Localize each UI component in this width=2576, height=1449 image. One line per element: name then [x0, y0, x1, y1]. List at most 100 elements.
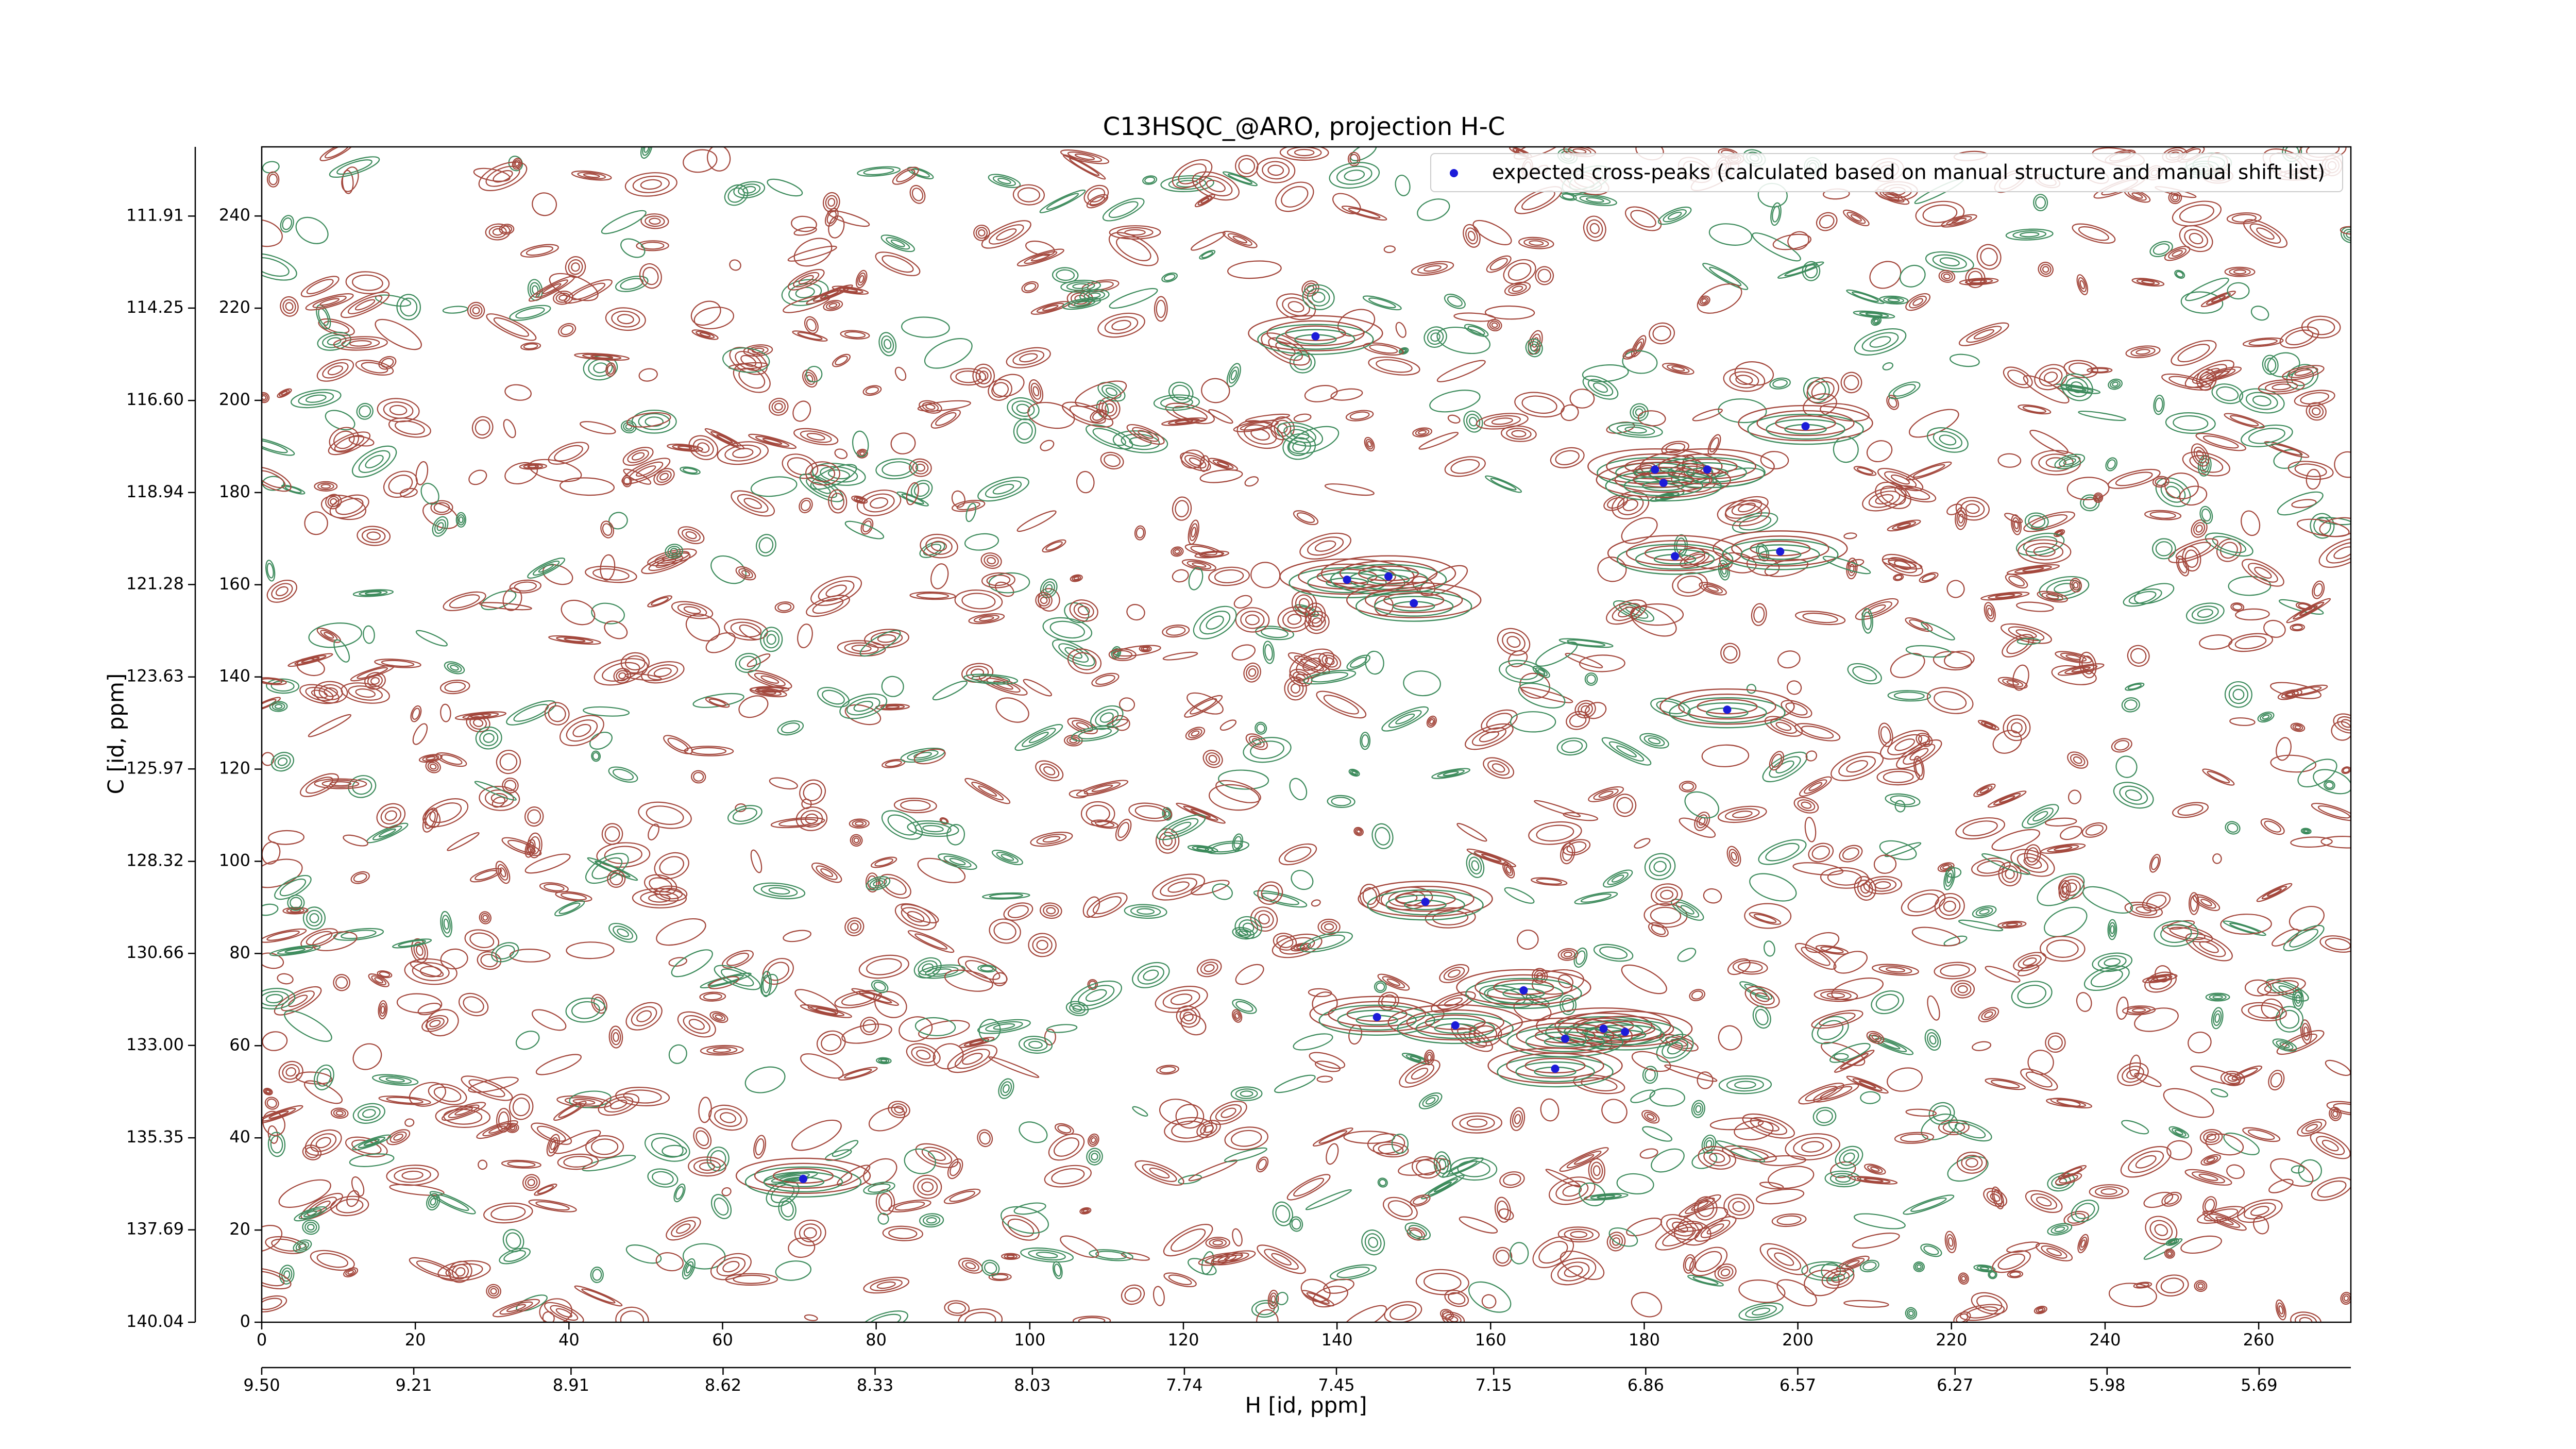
- contour-line: [1092, 428, 1126, 446]
- contour-line: [2062, 886, 2068, 895]
- contour-line: [1976, 785, 1993, 796]
- contour-line: [604, 1096, 634, 1113]
- contour-line: [506, 1304, 527, 1312]
- contour-line: [2173, 415, 2209, 431]
- contour-line: [2046, 1248, 2062, 1256]
- contour-line: [1728, 849, 1739, 864]
- contour-line: [1197, 195, 1213, 206]
- contour-line: [1236, 420, 1284, 449]
- contour-line: [1132, 427, 1159, 442]
- contour-line: [1579, 1182, 1606, 1206]
- contour-line: [1043, 766, 1056, 776]
- contour-line: [318, 318, 355, 336]
- contour-line: [2072, 223, 2116, 244]
- contour-line: [1582, 364, 1629, 382]
- contour-line: [815, 1008, 837, 1015]
- contour-line: [1217, 1252, 1249, 1263]
- contour-line: [277, 946, 313, 955]
- contour-line: [1199, 455, 1210, 472]
- x-axis-label: H [id, ppm]: [1245, 1393, 1367, 1418]
- contour-line: [1321, 654, 1338, 668]
- contour-line: [515, 307, 545, 319]
- contour-line: [1330, 564, 1447, 595]
- contour-line: [1752, 1005, 1771, 1029]
- contour-line: [1083, 782, 1121, 795]
- contour-line: [504, 384, 532, 401]
- contour-line: [1750, 989, 1775, 1005]
- contour-line: [804, 316, 819, 334]
- contour-line: [1214, 569, 1244, 584]
- contour-line: [393, 1133, 403, 1141]
- contour-line: [918, 960, 938, 975]
- contour-line: [2127, 645, 2150, 667]
- contour-line: [529, 282, 541, 298]
- contour-line: [1124, 1287, 1142, 1302]
- contour-line: [2053, 529, 2065, 537]
- contour-line: [271, 1238, 301, 1252]
- contour-line: [1794, 942, 1837, 970]
- contour-line: [440, 703, 451, 722]
- contour-line: [691, 770, 706, 784]
- contour-line: [262, 1295, 287, 1312]
- contour-line: [2177, 344, 2210, 363]
- contour-line: [557, 1153, 599, 1170]
- contour-line: [717, 441, 769, 465]
- contour-line: [956, 501, 980, 511]
- contour-line: [1234, 1013, 1240, 1019]
- contour-line: [1479, 985, 1534, 1008]
- contour-line: [1903, 1194, 1955, 1215]
- contour-line: [753, 882, 806, 900]
- contour-line: [1868, 1035, 1914, 1055]
- contour-line: [881, 810, 923, 840]
- contour-line: [560, 892, 587, 901]
- contour-line: [1498, 1208, 1514, 1221]
- contour-line: [1801, 726, 1834, 739]
- contour-line: [1701, 298, 1707, 304]
- contour-line: [1622, 350, 1658, 374]
- contour-line: [1224, 1147, 1267, 1162]
- contour-line: [620, 278, 644, 290]
- contour-line: [1268, 337, 1303, 361]
- contour-line: [977, 1019, 1031, 1034]
- contour-line: [347, 295, 383, 314]
- contour-line: [825, 584, 847, 598]
- contour-line: [1164, 1117, 1214, 1142]
- contour-line: [1586, 197, 1604, 203]
- contour-line: [531, 1122, 572, 1145]
- contour-line: [485, 165, 520, 187]
- contour-line: [366, 531, 381, 541]
- contour-line: [505, 1232, 521, 1249]
- contour-line: [436, 1194, 469, 1211]
- contour-line: [1723, 367, 1766, 392]
- contour-line: [1003, 902, 1033, 921]
- contour-line: [726, 952, 749, 966]
- contour-line: [2250, 306, 2269, 321]
- contour-line: [302, 1144, 322, 1160]
- contour-line: [888, 1199, 931, 1212]
- contour-line: [553, 1130, 601, 1154]
- contour-line: [401, 1170, 423, 1180]
- contour-line: [2154, 1224, 2168, 1236]
- contour-line: [1452, 1113, 1502, 1134]
- contour-line: [329, 427, 360, 453]
- contour-line: [1875, 1038, 1907, 1053]
- contour-line: [2279, 1042, 2290, 1048]
- contour-line: [474, 419, 490, 436]
- contour-line: [1878, 722, 1893, 747]
- contour-line: [280, 296, 299, 317]
- contour-line: [2131, 1008, 2146, 1013]
- contour-line: [1312, 991, 1338, 1016]
- contour-line: [1054, 1123, 1074, 1135]
- contour-line: [1116, 237, 1151, 261]
- contour-line: [1067, 648, 1102, 674]
- contour-line: [1667, 364, 1690, 374]
- contour-line: [624, 172, 677, 197]
- contour-line: [1663, 209, 1687, 223]
- contour-line: [1205, 1237, 1230, 1249]
- contour-line: [1955, 817, 2005, 840]
- contour-line: [1820, 990, 1852, 1000]
- contour-line: [2276, 1030, 2325, 1055]
- contour-line: [742, 186, 756, 194]
- contour-line: [409, 1082, 446, 1107]
- contour-line: [915, 1143, 959, 1168]
